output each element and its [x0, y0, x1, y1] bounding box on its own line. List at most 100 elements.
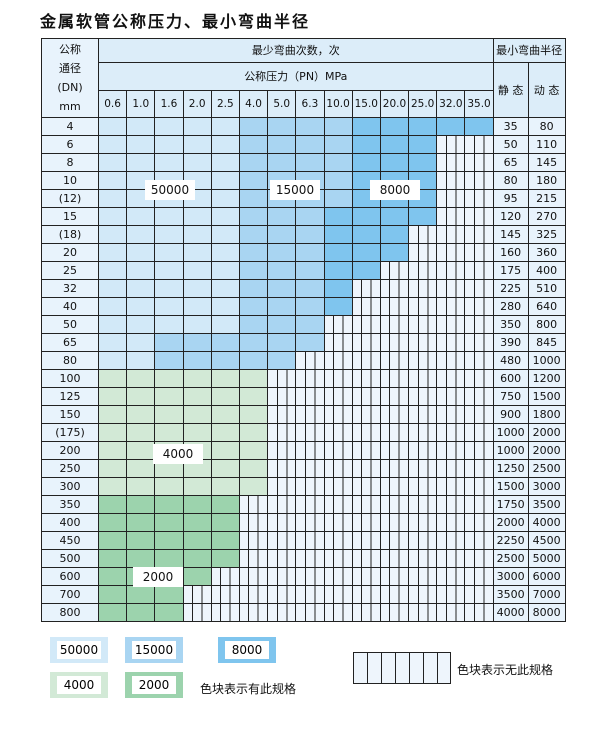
- no-spec-cell: [408, 531, 438, 550]
- spec-cell: [182, 423, 212, 442]
- spec-cell: [126, 549, 156, 568]
- spec-cell: [295, 279, 325, 298]
- region-label-50000: 50000: [145, 180, 195, 200]
- no-spec-cell: [408, 477, 438, 496]
- spec-cell: [154, 135, 184, 154]
- spec-cell: [154, 477, 184, 496]
- no-spec-cell: [295, 423, 325, 442]
- spec-cell: [238, 153, 269, 172]
- spec-cell: [182, 315, 212, 334]
- no-spec-cell: [464, 423, 494, 442]
- spec-cell: [351, 207, 381, 226]
- no-spec-cell: [238, 531, 269, 550]
- no-spec-cell: [182, 603, 212, 622]
- no-spec-cell: [408, 585, 438, 604]
- spec-cell: [126, 207, 156, 226]
- static-radius-cell: 120: [492, 207, 529, 226]
- no-spec-cell: [351, 423, 381, 442]
- spec-cell: [154, 585, 184, 604]
- spec-cell: [182, 297, 212, 316]
- no-spec-cell: [464, 351, 494, 370]
- spec-cell: [182, 225, 212, 244]
- spec-cell: [97, 585, 128, 604]
- no-spec-cell: [379, 351, 410, 370]
- dynamic-radius-cell: 3000: [527, 477, 566, 496]
- spec-cell: [323, 135, 353, 154]
- static-radius-cell: 480: [492, 351, 529, 370]
- no-spec-cell: [408, 495, 438, 514]
- spec-cell: [126, 315, 156, 334]
- no-spec-cell: [408, 369, 438, 388]
- no-spec-cell: [464, 189, 494, 208]
- no-spec-cell: [436, 135, 466, 154]
- spec-cell: [126, 117, 156, 136]
- radius-header: 最小弯曲半径: [492, 38, 566, 63]
- legend-label: 15000: [132, 641, 176, 659]
- legend-label: 4000: [57, 676, 101, 694]
- spec-cell: [126, 297, 156, 316]
- dynamic-radius-cell: 1500: [527, 387, 566, 406]
- no-spec-cell: [464, 171, 494, 190]
- spec-cell: [126, 387, 156, 406]
- no-spec-cell: [436, 225, 466, 244]
- spec-cell: [154, 423, 184, 442]
- table-row: 50 350 800: [41, 315, 566, 334]
- spec-cell: [267, 297, 297, 316]
- no-spec-cell: [436, 387, 466, 406]
- spec-cell: [182, 351, 212, 370]
- pressure-col-header: 10.0: [323, 90, 353, 118]
- spec-cell: [210, 261, 240, 280]
- spec-cell: [97, 513, 128, 532]
- no-spec-cell: [436, 531, 466, 550]
- no-spec-cell: [464, 441, 494, 460]
- spec-cell: [295, 117, 325, 136]
- no-spec-cell: [464, 567, 494, 586]
- spec-cell: [126, 459, 156, 478]
- dn-cell: 350: [41, 495, 99, 514]
- no-spec-cell: [379, 333, 410, 352]
- spec-cell: [126, 153, 156, 172]
- static-radius-cell: 225: [492, 279, 529, 298]
- dynamic-radius-cell: 325: [527, 225, 566, 244]
- no-spec-cell: [323, 531, 353, 550]
- spec-cell: [182, 333, 212, 352]
- no-spec-cell: [267, 603, 297, 622]
- table-row: 25 175 400: [41, 261, 566, 280]
- no-spec-cell: [436, 243, 466, 262]
- spec-cell: [323, 261, 353, 280]
- spec-cell: [210, 369, 240, 388]
- no-spec-cell: [436, 369, 466, 388]
- dn-header: 公称 通径 (DN) mm: [41, 38, 99, 118]
- no-spec-cell: [295, 351, 325, 370]
- spec-cell: [351, 153, 381, 172]
- no-spec-cell: [464, 405, 494, 424]
- no-spec-cell: [351, 549, 381, 568]
- spec-cell: [154, 117, 184, 136]
- legend-2000: 2000: [125, 672, 183, 698]
- no-spec-cell: [267, 441, 297, 460]
- dynamic-radius-cell: 1000: [527, 351, 566, 370]
- static-radius-cell: 1500: [492, 477, 529, 496]
- spec-cell: [238, 261, 269, 280]
- no-spec-cell: [323, 567, 353, 586]
- spec-cell: [295, 243, 325, 262]
- spec-cell: [267, 243, 297, 262]
- dynamic-radius-cell: 5000: [527, 549, 566, 568]
- spec-cell: [210, 207, 240, 226]
- no-spec-cell: [267, 369, 297, 388]
- spec-cell: [182, 387, 212, 406]
- dn-cell: 200: [41, 441, 99, 460]
- dynamic-radius-cell: 4500: [527, 531, 566, 550]
- table-row: 32 225 510: [41, 279, 566, 298]
- legend-no-spec-swatch: [353, 652, 451, 684]
- no-spec-cell: [351, 531, 381, 550]
- spec-cell: [97, 477, 128, 496]
- no-spec-cell: [379, 585, 410, 604]
- static-header: 静 态: [492, 62, 529, 118]
- no-spec-cell: [351, 477, 381, 496]
- table-row: 700 3500 7000: [41, 585, 566, 604]
- spec-cell: [323, 117, 353, 136]
- spec-cell: [182, 279, 212, 298]
- spec-cell: [238, 171, 269, 190]
- static-radius-cell: 65: [492, 153, 529, 172]
